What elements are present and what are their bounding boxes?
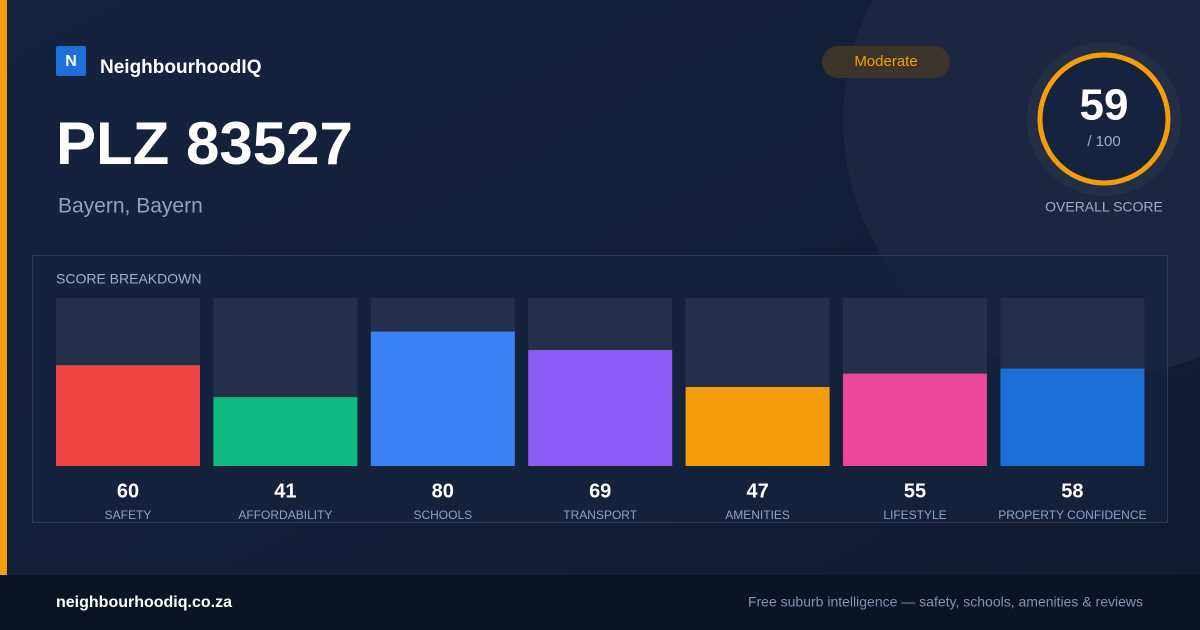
value-label: 60 (117, 480, 139, 502)
bar (213, 397, 358, 466)
brand-name: NeighbourhoodIQ (100, 57, 261, 78)
score-label: OVERALL SCORE (1045, 199, 1163, 215)
bar (1000, 368, 1145, 466)
value-label: 80 (432, 480, 454, 502)
bar (370, 331, 515, 466)
logo (56, 46, 86, 76)
value-label: 69 (589, 480, 611, 502)
category-label: AMENITIES (725, 508, 790, 522)
bar (528, 350, 673, 466)
badge (822, 46, 950, 78)
category-label: LIFESTYLE (883, 508, 946, 522)
category-label: TRANSPORT (563, 508, 637, 522)
category-label: SAFETY (105, 508, 152, 522)
logo-letter: N (65, 53, 77, 70)
breakdown-title: SCORE BREAKDOWN (56, 271, 201, 287)
page-title: PLZ 83527 (56, 110, 353, 177)
bar (843, 373, 987, 466)
badge-text: Moderate (854, 53, 917, 70)
value-label: 58 (1061, 480, 1083, 502)
category-label: SCHOOLS (413, 508, 472, 522)
footer-url: neighbourhoodiq.co.za (56, 594, 232, 611)
value-label: 55 (904, 480, 926, 502)
bar-chart: 60 SAFETY 41 AFFORDABILITY 80 SCHOOLS 69 TRANSP… (56, 298, 1147, 522)
footer-tagline: Free suburb intelligence — safety, schoo… (748, 594, 1143, 610)
footer (0, 575, 1200, 630)
accent-stripe (0, 0, 7, 575)
value-label: 41 (274, 480, 296, 502)
bar (56, 365, 200, 466)
score-max: / 100 (1087, 133, 1120, 150)
gauge-ring (1037, 52, 1171, 186)
overall-score: 59 (1080, 81, 1129, 130)
subtitle: Bayern, Bayern (58, 195, 203, 218)
value-label: 47 (746, 480, 768, 502)
category-label: AFFORDABILITY (238, 508, 332, 522)
bar (685, 387, 830, 466)
category-label: PROPERTY CONFIDENCE (998, 508, 1146, 522)
